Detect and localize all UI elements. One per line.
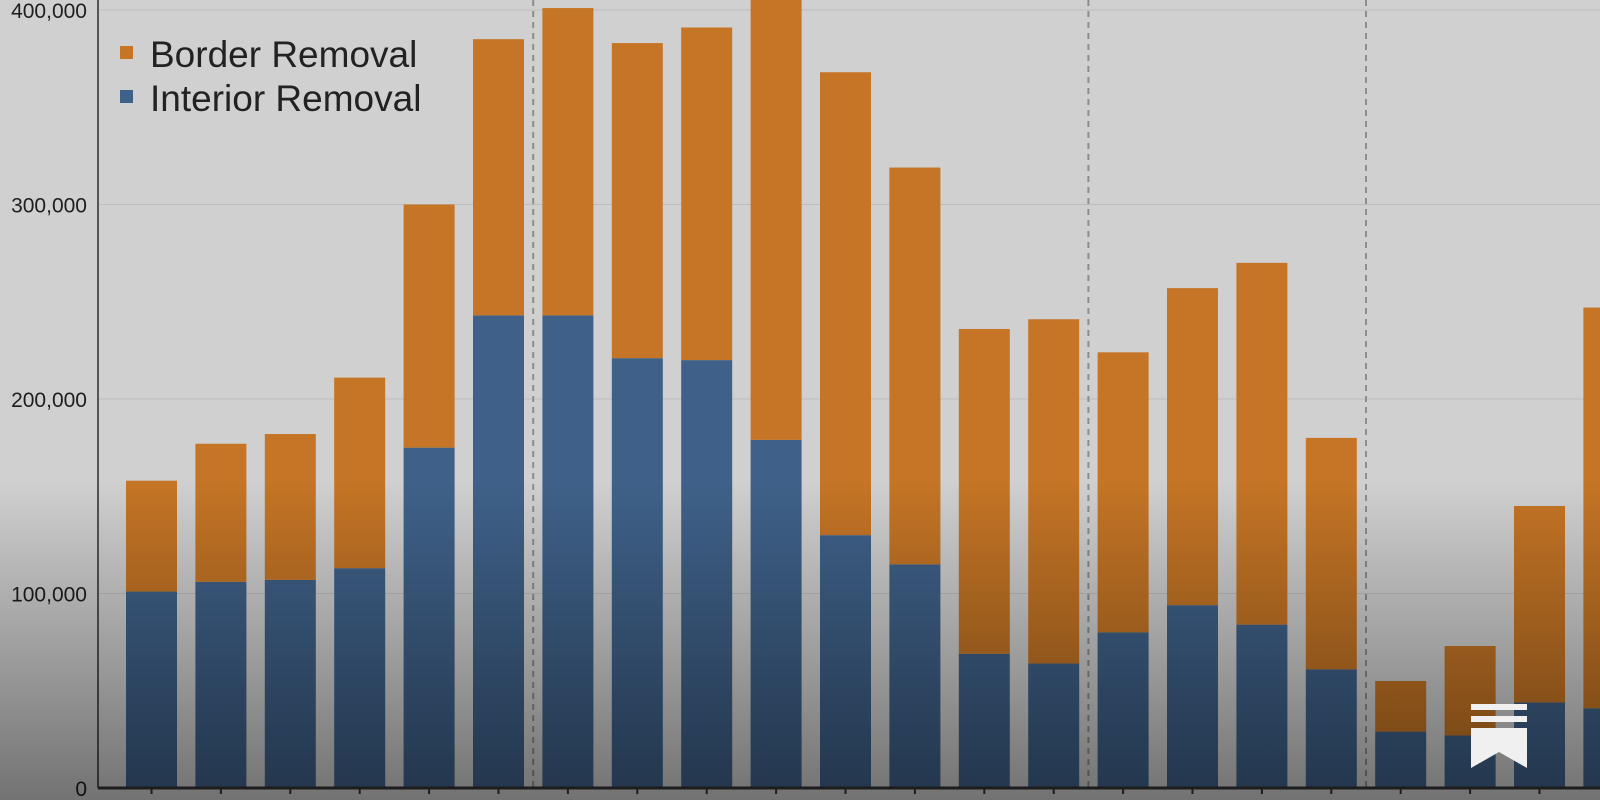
bar-interior-removal — [1097, 632, 1149, 788]
bar-interior-removal — [264, 579, 316, 788]
y-tick-label: 200,000 — [11, 389, 87, 412]
bar-border-removal — [195, 443, 247, 582]
bar-border-removal — [334, 377, 386, 569]
bookmark-icon-bar — [1471, 716, 1527, 722]
y-tick-label: 400,000 — [11, 0, 87, 23]
legend-label: Interior Removal — [150, 78, 421, 119]
bar-interior-removal — [958, 653, 1010, 788]
bar-interior-removal — [1375, 731, 1427, 788]
y-tick-label: 0 — [75, 778, 87, 800]
bar-interior-removal — [889, 564, 941, 788]
bar-interior-removal — [1028, 663, 1080, 788]
bar-interior-removal — [1167, 605, 1218, 788]
bar-border-removal — [958, 328, 1010, 654]
bar-border-removal — [750, 0, 802, 440]
bar-border-removal — [473, 39, 524, 316]
bar-border-removal — [126, 480, 177, 592]
bar-interior-removal — [611, 358, 663, 788]
bar-border-removal — [1583, 307, 1600, 709]
bar-interior-removal — [820, 535, 871, 788]
legend-label: Border Removal — [150, 34, 417, 75]
bar-interior-removal — [195, 581, 247, 788]
bar-interior-removal — [334, 568, 386, 788]
axes-layer: 0 100,000 200,000 300,000 400,000 — [11, 0, 1600, 800]
bar-border-removal — [1167, 288, 1218, 606]
bar-border-removal — [1028, 319, 1080, 664]
bar-interior-removal — [1236, 624, 1288, 788]
bar-border-removal — [611, 43, 663, 359]
bar-border-removal — [889, 167, 941, 565]
bar-interior-removal — [473, 315, 524, 788]
bar-interior-removal — [403, 447, 455, 788]
bar-interior-removal — [750, 439, 802, 788]
legend-swatch — [120, 90, 133, 103]
y-tick-label: 300,000 — [11, 195, 87, 218]
bar-interior-removal — [1583, 708, 1600, 788]
bar-border-removal — [681, 27, 733, 361]
bar-interior-removal — [542, 315, 594, 788]
legend-swatch — [120, 46, 133, 59]
bar-border-removal — [1444, 646, 1496, 736]
bar-border-removal — [403, 204, 455, 448]
bar-border-removal — [1305, 437, 1357, 670]
bar-border-removal — [1097, 352, 1149, 633]
bar-interior-removal — [681, 360, 733, 788]
bar-border-removal — [264, 434, 316, 580]
bar-border-removal — [1236, 262, 1288, 625]
bar-interior-removal — [1305, 669, 1357, 788]
y-tick-label: 100,000 — [11, 584, 87, 607]
bar-border-removal — [820, 72, 871, 536]
bookmark-icon[interactable] — [1471, 704, 1527, 768]
bookmark-icon-ribbon — [1471, 728, 1527, 768]
bar-border-removal — [1375, 681, 1427, 732]
bar-border-removal — [1514, 505, 1565, 703]
bar-border-removal — [542, 8, 594, 316]
bookmark-icon-bar — [1471, 704, 1527, 710]
bar-interior-removal — [126, 591, 177, 788]
